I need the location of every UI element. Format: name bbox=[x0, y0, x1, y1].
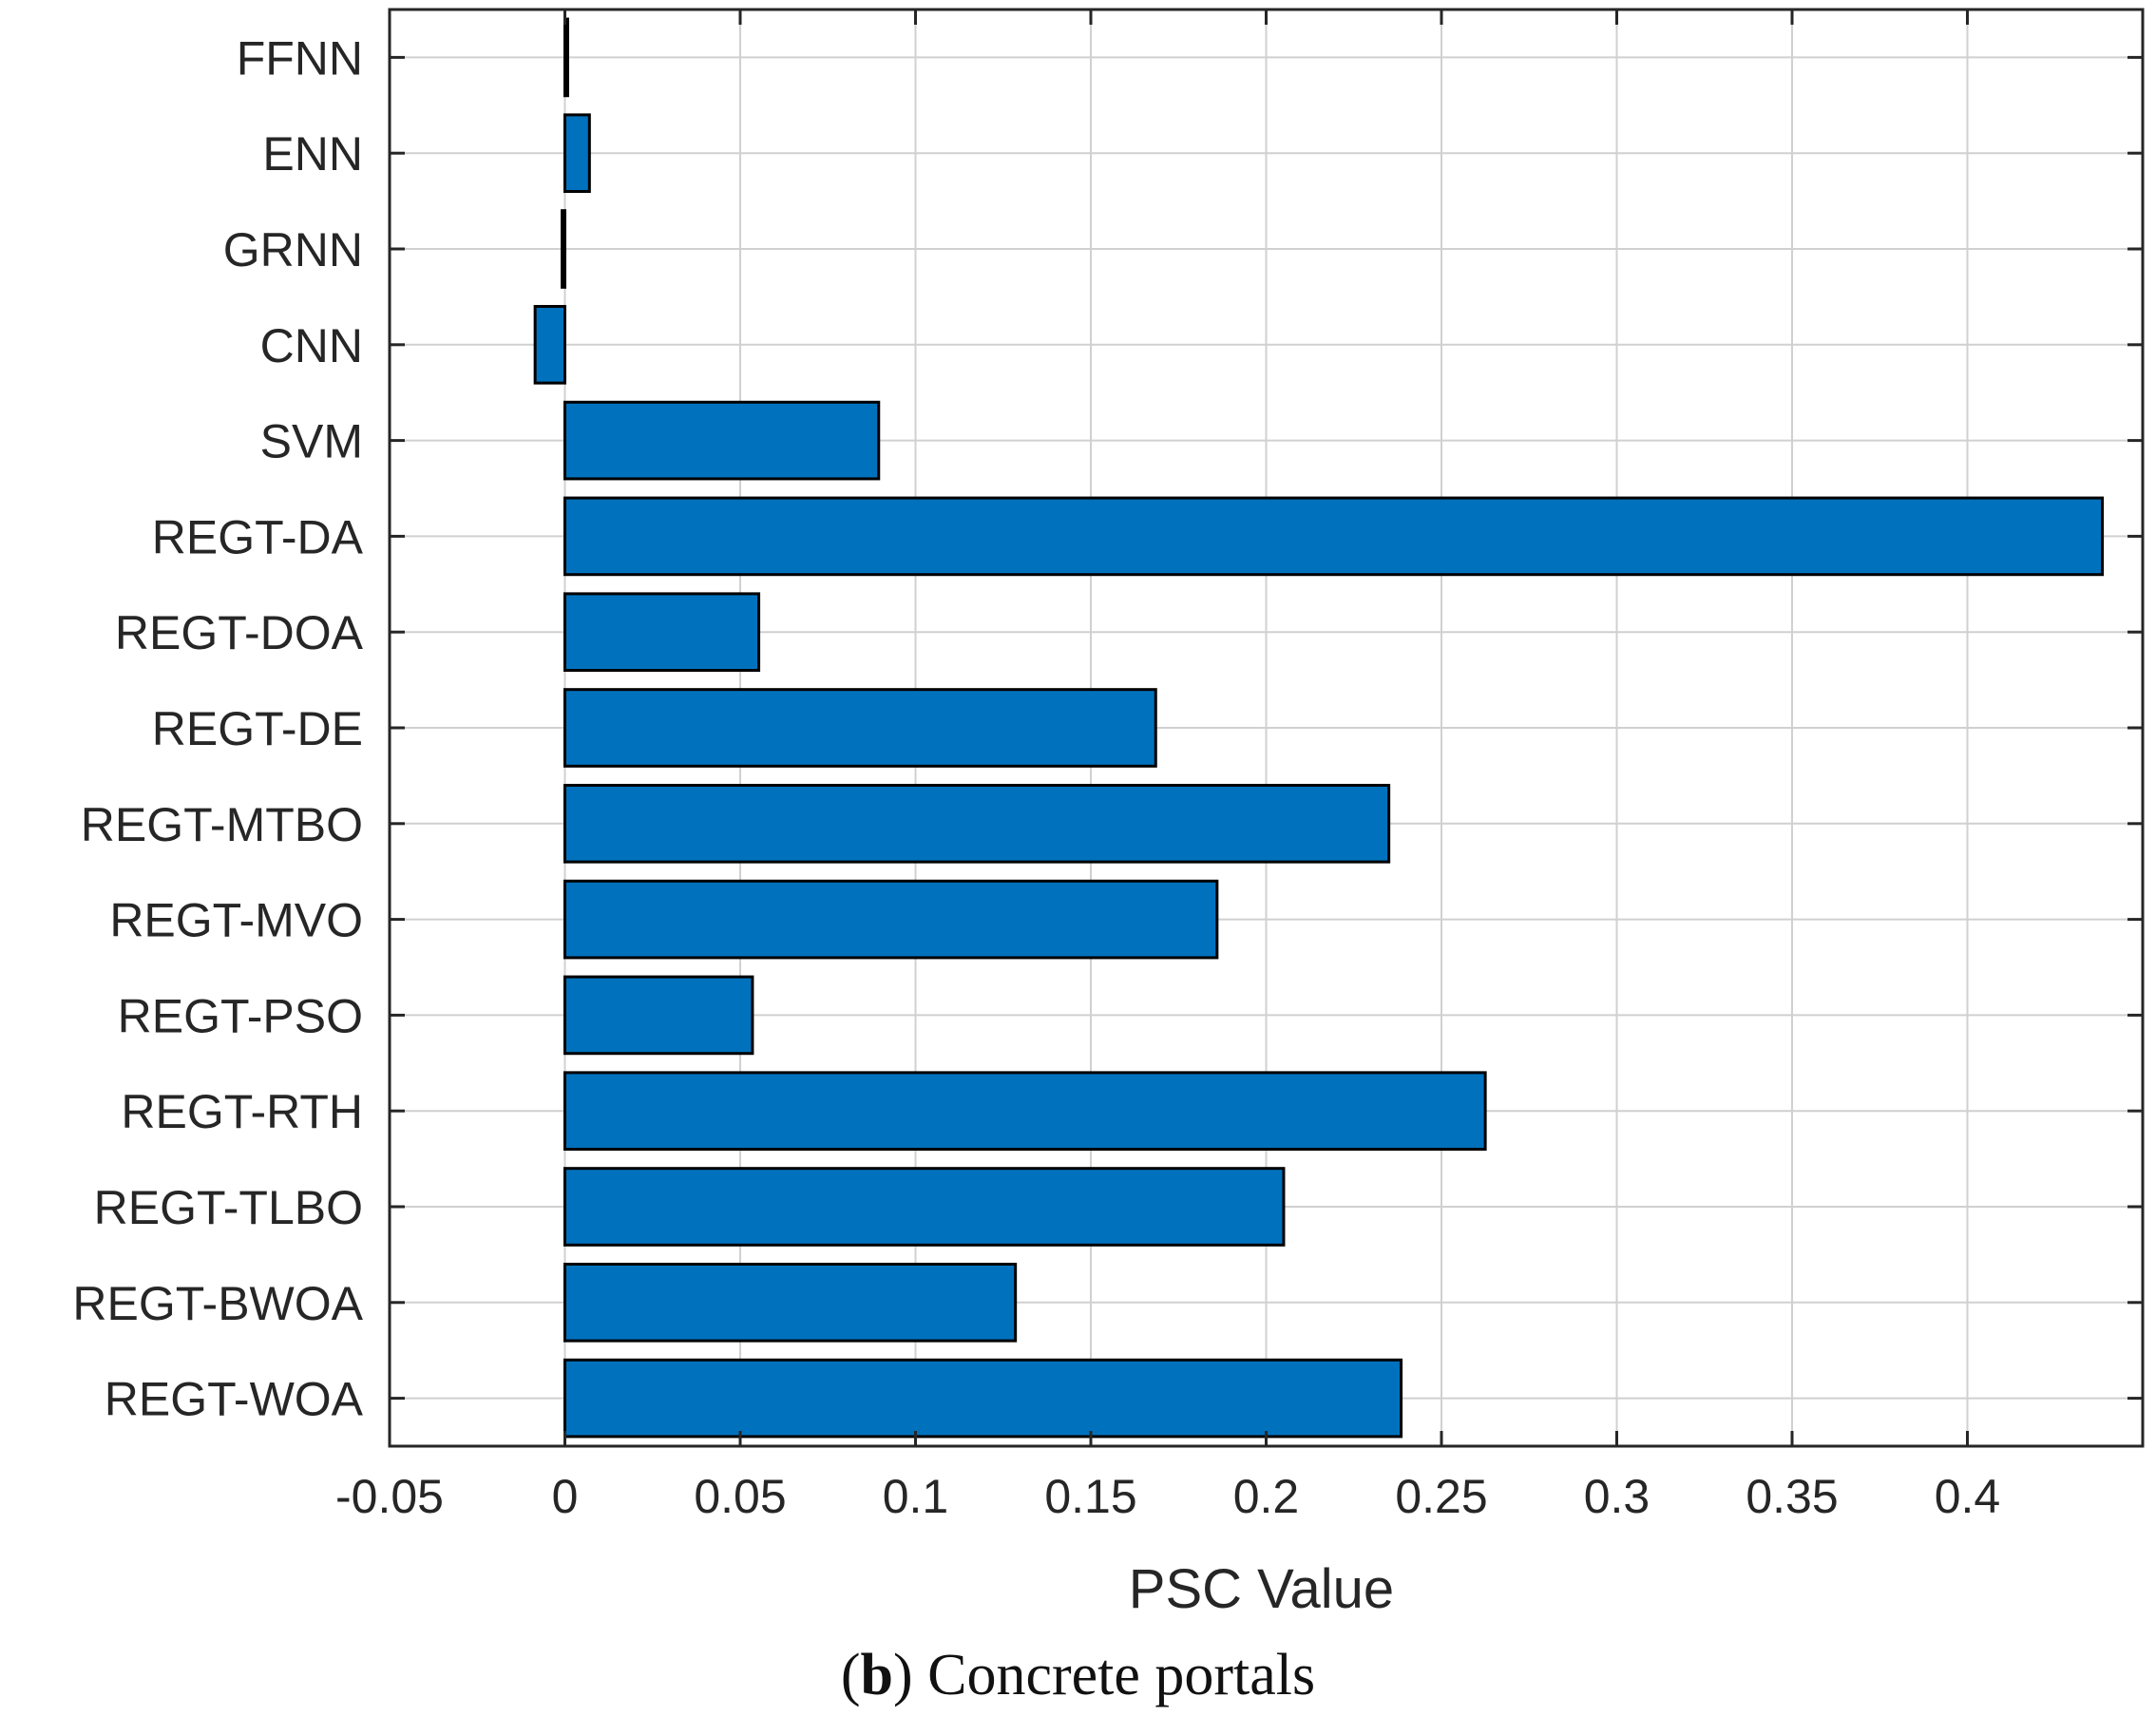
bar-ffnn bbox=[563, 17, 569, 98]
bar-regt-bwoa bbox=[563, 1262, 1018, 1343]
y-tick-label: REGT-RTH bbox=[121, 1085, 363, 1138]
bar-grnn bbox=[561, 209, 566, 289]
x-tick-label: 0.1 bbox=[883, 1470, 949, 1523]
y-tick-label: REGT-PSO bbox=[118, 989, 363, 1042]
x-tick-label: 0.4 bbox=[1935, 1470, 2001, 1523]
x-tick-label: 0.05 bbox=[694, 1470, 786, 1523]
bar-regt-woa bbox=[563, 1358, 1403, 1439]
y-tick-label: ENN bbox=[262, 127, 363, 181]
y-tick-label: REGT-WOA bbox=[105, 1373, 364, 1426]
bar-regt-pso bbox=[563, 975, 754, 1056]
x-tick-label: -0.05 bbox=[335, 1470, 444, 1523]
x-tick-labels: -0.05 0 0.05 0.1 0.15 0.2 0.25 0.3 0.35 0.4 bbox=[335, 1470, 2000, 1523]
bar-regt-doa bbox=[563, 592, 761, 673]
x-tick-label: 0.35 bbox=[1746, 1470, 1838, 1523]
ticks bbox=[388, 10, 2143, 1446]
y-tick-labels: FFNN ENN GRNN CNN SVM REGT-DA REGT-DOA REGT-DE R… bbox=[72, 31, 363, 1425]
y-tick-label: REGT-DOA bbox=[115, 606, 364, 659]
bar-enn bbox=[563, 113, 591, 194]
y-tick-label: FFNN bbox=[237, 31, 363, 85]
bar-regt-mtbo bbox=[563, 783, 1391, 864]
x-axis-title: PSC Value bbox=[1129, 1558, 1394, 1620]
bar-regt-de bbox=[563, 688, 1157, 768]
x-tick-label: 0.2 bbox=[1233, 1470, 1300, 1523]
bar-cnn bbox=[533, 304, 567, 385]
y-tick-label: SVM bbox=[260, 415, 363, 468]
bar-regt-tlbo bbox=[563, 1167, 1286, 1247]
y-tick-label: CNN bbox=[260, 319, 363, 372]
x-tick-label: 0 bbox=[552, 1470, 579, 1523]
y-tick-label: REGT-DE bbox=[152, 702, 363, 755]
y-tick-label: REGT-BWOA bbox=[72, 1277, 363, 1330]
figure-caption: (b) Concrete portals bbox=[840, 1643, 1316, 1707]
bar-svm bbox=[563, 400, 881, 481]
bars bbox=[533, 17, 2105, 1439]
y-tick-label: REGT-TLBO bbox=[94, 1181, 363, 1234]
y-tick-label: REGT-MTBO bbox=[81, 798, 363, 851]
caption-label: b bbox=[860, 1643, 893, 1707]
bar-regt-mvo bbox=[563, 879, 1219, 960]
bar-regt-da bbox=[563, 496, 2105, 577]
x-tick-label: 0.15 bbox=[1044, 1470, 1136, 1523]
x-tick-label: 0.25 bbox=[1395, 1470, 1487, 1523]
x-tick-label: 0.3 bbox=[1584, 1470, 1650, 1523]
y-tick-label: GRNN bbox=[223, 223, 363, 276]
y-tick-label: REGT-DA bbox=[152, 510, 364, 563]
caption-text: Concrete portals bbox=[927, 1643, 1316, 1707]
y-tick-label: REGT-MVO bbox=[109, 894, 363, 947]
bar-regt-rth bbox=[563, 1071, 1487, 1152]
